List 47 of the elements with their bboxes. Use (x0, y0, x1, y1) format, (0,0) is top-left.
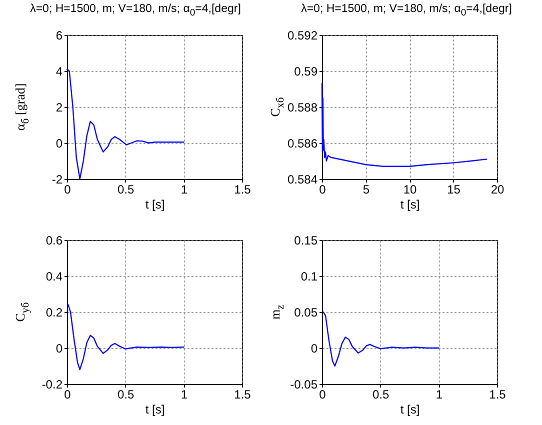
y-tick-label: 6 (56, 28, 63, 42)
x-tick-label: 10 (403, 182, 417, 196)
y-tick-label: -0.2 (42, 378, 63, 392)
x-tick-label: 0 (64, 182, 72, 196)
x-tick-label: 1 (180, 182, 188, 196)
y-tick-label: 2 (56, 100, 63, 114)
y-tick-label: 0.2 (46, 306, 63, 320)
x-tick-label: 0.5 (117, 182, 134, 196)
line-series (321, 83, 488, 167)
y-tick-label: 0.584 (287, 172, 318, 186)
y-tick-label: -2 (52, 172, 63, 186)
y-tick-label: 0 (310, 342, 318, 356)
y-tick-label: 0.15 (294, 234, 318, 248)
y-tick-label: 0.4 (46, 270, 63, 284)
x-tick-label: 1.5 (489, 388, 506, 402)
x-axis-title: t [s] (145, 198, 165, 212)
x-tick-label: 5 (362, 182, 370, 196)
x-tick-label: 1 (436, 388, 443, 402)
x-axis-title: t [s] (400, 198, 420, 212)
x-axis-title: t [s] (145, 402, 165, 416)
x-tick-label: 1.5 (234, 182, 252, 196)
x-tick-label: 0 (319, 182, 326, 196)
x-tick-label: 20 (490, 182, 504, 196)
x-tick-label: 1.5 (234, 388, 252, 402)
x-tick-label: 0.5 (372, 388, 390, 402)
y-tick-label: -0.05 (290, 378, 318, 392)
x-axis-title: t [s] (400, 402, 420, 416)
chart-title: λ=0; H=1500, m; V=180, m/s; α$_{0}$=4,[degr] (300, 3, 513, 18)
y-tick-label: 0 (56, 136, 63, 150)
line-series (322, 311, 440, 367)
y-tick-label: 0.588 (287, 100, 318, 114)
y-tick-label: 0.05 (294, 306, 318, 320)
x-tick-label: 0.5 (117, 388, 134, 402)
chart-title: λ=0; H=1500, m; V=180, m/s; α$_{0}$=4,[degr] (29, 3, 242, 18)
x-tick-label: 0 (64, 388, 72, 402)
y-tick-label: 0.592 (287, 28, 318, 42)
x-tick-label: 15 (447, 182, 461, 196)
y-tick-label: 0.1 (300, 270, 318, 284)
line-series (66, 68, 184, 180)
line-series (68, 304, 184, 370)
x-tick-label: 1 (180, 388, 188, 402)
x-tick-label: 0 (319, 388, 326, 402)
y-tick-label: 0.6 (46, 234, 63, 248)
y-tick-label: 0.59 (294, 64, 318, 78)
y-tick-label: 4 (56, 64, 63, 78)
y-tick-label: 0 (56, 342, 63, 356)
y-tick-label: 0.586 (287, 136, 318, 150)
